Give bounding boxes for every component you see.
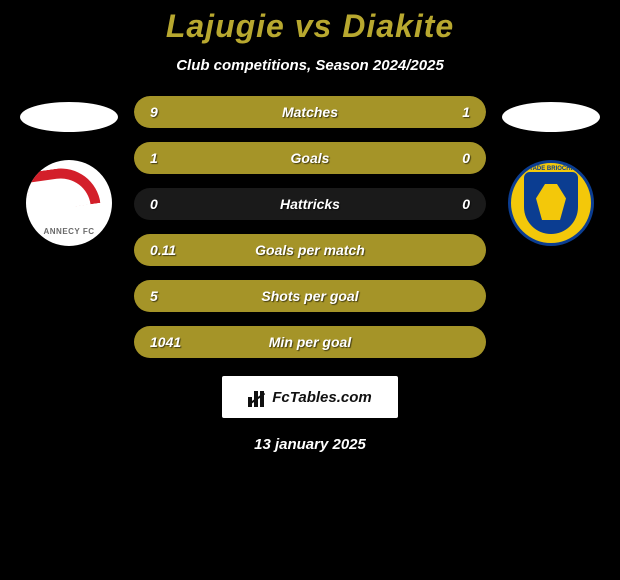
stat-left-value: 5 (134, 288, 196, 304)
page-subtitle: Club competitions, Season 2024/2025 (176, 57, 444, 74)
stat-right-value: 0 (424, 196, 486, 212)
stat-row: 9Matches1 (134, 96, 486, 128)
fctables-logo-icon (248, 387, 268, 407)
stat-left-value: 1041 (134, 334, 196, 350)
stat-right-value: 0 (424, 150, 486, 166)
stat-label: Hattricks (196, 196, 424, 212)
stat-row: 0.11Goals per match (134, 234, 486, 266)
stats-column: 9Matches11Goals00Hattricks00.11Goals per… (134, 96, 486, 358)
footer-date: 13 january 2025 (254, 436, 366, 453)
stat-label: Min per goal (196, 334, 424, 350)
stat-row: 0Hattricks0 (134, 188, 486, 220)
club-left-name: ANNECY FC (43, 227, 94, 236)
player-silhouette-left (20, 102, 118, 132)
content-row: ANNECY FC 9Matches11Goals00Hattricks00.1… (0, 96, 620, 358)
player-silhouette-right (502, 102, 600, 132)
club-badge-left: ANNECY FC (26, 160, 112, 246)
stat-row: 5Shots per goal (134, 280, 486, 312)
stat-label: Goals per match (196, 242, 424, 258)
stat-left-value: 0 (134, 196, 196, 212)
stat-label: Matches (196, 104, 424, 120)
stat-row: 1041Min per goal (134, 326, 486, 358)
club-badge-right: STADE BRIOCHIN (508, 160, 594, 246)
branding-badge[interactable]: FcTables.com (222, 376, 398, 418)
stat-row: 1Goals0 (134, 142, 486, 174)
briochin-shield-icon (524, 172, 578, 234)
stat-label: Goals (196, 150, 424, 166)
stat-left-value: 1 (134, 150, 196, 166)
stat-left-value: 9 (134, 104, 196, 120)
stat-left-value: 0.11 (134, 242, 196, 258)
stat-label: Shots per goal (196, 288, 424, 304)
branding-text: FcTables.com (272, 389, 371, 406)
left-player-column: ANNECY FC (14, 96, 124, 246)
right-player-column: STADE BRIOCHIN (496, 96, 606, 246)
stat-right-value: 1 (424, 104, 486, 120)
annecy-swoosh-icon (26, 163, 100, 212)
comparison-card: Lajugie vs Diakite Club competitions, Se… (0, 0, 620, 580)
page-title: Lajugie vs Diakite (166, 8, 454, 45)
